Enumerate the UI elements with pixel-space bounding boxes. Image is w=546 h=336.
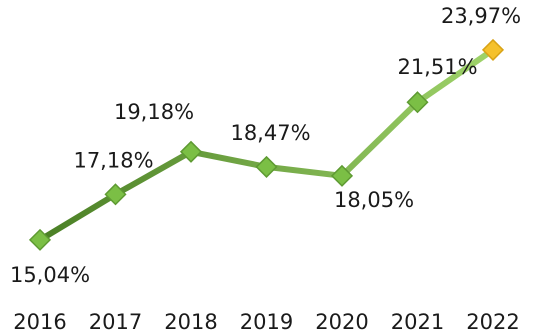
x-tick-label-2022: 2022 [466,310,519,334]
data-label-2021: 21,51% [397,55,477,79]
data-point-2019 [255,155,278,178]
x-tick-label-2019: 2019 [240,310,293,334]
x-tick-label-2016: 2016 [13,310,66,334]
data-point-2016 [28,228,52,251]
data-point-2021 [406,91,429,114]
data-point-2020 [330,164,354,187]
data-point-2022 [481,38,505,61]
data-label-2017: 17,18% [73,148,153,172]
x-axis-ticks: 2016 2017 2018 2019 2020 2021 2022 [13,310,519,334]
data-label-2020: 18,05% [334,188,414,212]
x-tick-label-2020: 2020 [315,310,368,334]
marker-layer [28,38,505,251]
data-point-2018 [179,140,203,163]
data-label-layer: 15,04% 17,18% 19,18% 18,47% 18,05% 21,51% 23,9… [10,4,521,287]
x-tick-label-2017: 2017 [89,310,142,334]
x-tick-label-2021: 2021 [391,310,444,334]
x-tick-label-2018: 2018 [164,310,217,334]
data-point-2017 [104,183,127,206]
data-label-2018: 19,18% [114,100,194,124]
data-label-2022: 23,97% [441,4,521,28]
data-label-2019: 18,47% [230,121,310,145]
data-label-2016: 15,04% [10,263,90,287]
